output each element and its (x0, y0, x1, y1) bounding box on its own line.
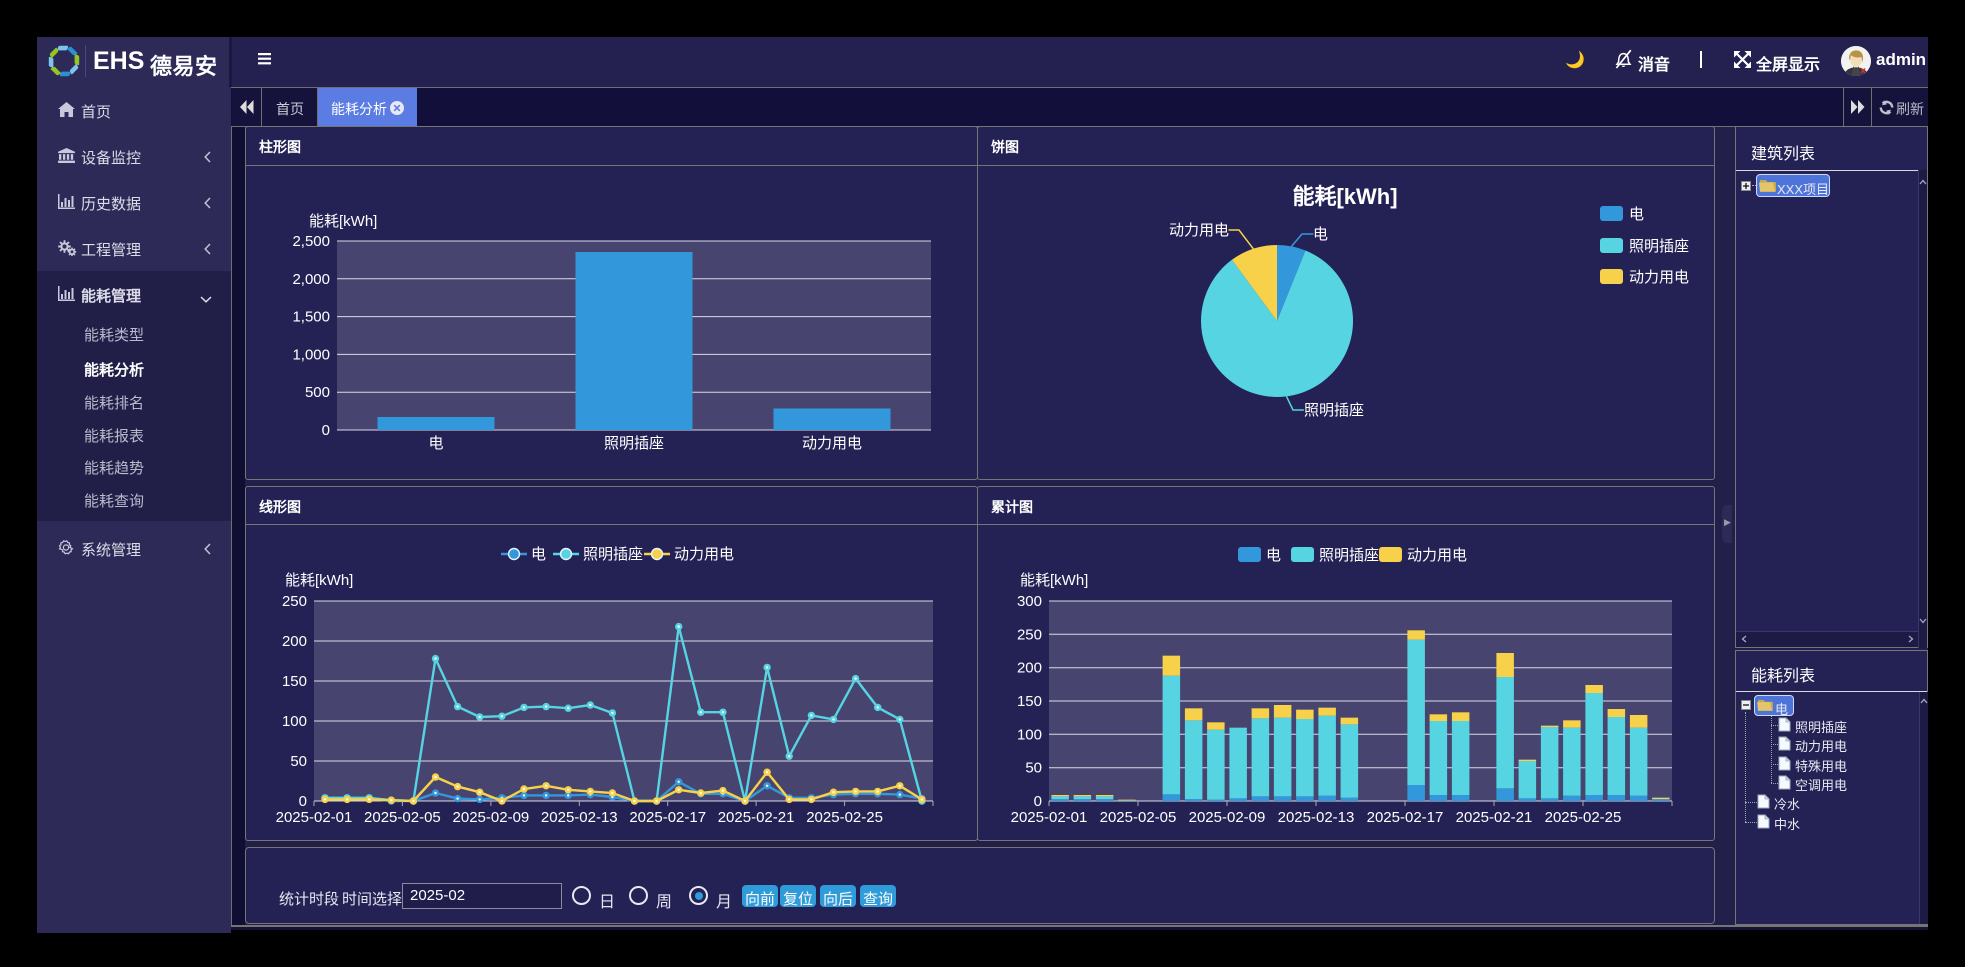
svg-text:0: 0 (322, 422, 330, 439)
svg-text:电: 电 (1266, 547, 1281, 564)
svg-text:能耗[kWh]: 能耗[kWh] (285, 572, 353, 589)
svg-text:动力用电: 动力用电 (1629, 269, 1689, 286)
svg-text:50: 50 (1025, 760, 1042, 777)
svg-text:50: 50 (290, 753, 307, 770)
svg-text:2,500: 2,500 (292, 233, 330, 250)
svg-text:动力用电: 动力用电 (1407, 547, 1467, 564)
svg-text:电: 电 (1629, 206, 1644, 223)
svg-text:150: 150 (1017, 693, 1042, 710)
svg-text:100: 100 (1017, 726, 1042, 743)
svg-text:电: 电 (1313, 226, 1328, 243)
svg-text:2025-02-05: 2025-02-05 (364, 809, 441, 826)
svg-text:2025-02-17: 2025-02-17 (629, 809, 706, 826)
svg-text:2025-02-25: 2025-02-25 (806, 809, 883, 826)
svg-text:500: 500 (305, 384, 330, 401)
svg-text:0: 0 (299, 793, 307, 810)
svg-text:2025-02-01: 2025-02-01 (276, 809, 353, 826)
svg-text:100: 100 (282, 713, 307, 730)
svg-text:1,000: 1,000 (292, 346, 330, 363)
svg-text:照明插座: 照明插座 (1304, 402, 1364, 419)
svg-text:2025-02-21: 2025-02-21 (718, 809, 795, 826)
svg-text:2025-02-09: 2025-02-09 (1189, 809, 1266, 826)
svg-text:电: 电 (531, 546, 546, 563)
svg-text:200: 200 (1017, 660, 1042, 677)
svg-text:电: 电 (428, 435, 443, 452)
svg-text:150: 150 (282, 673, 307, 690)
svg-text:动力用电: 动力用电 (674, 546, 734, 563)
svg-text:照明插座: 照明插座 (583, 546, 643, 563)
svg-text:2025-02-17: 2025-02-17 (1367, 809, 1444, 826)
svg-text:2025-02-25: 2025-02-25 (1545, 809, 1622, 826)
svg-text:0: 0 (1034, 793, 1042, 810)
svg-text:300: 300 (1017, 593, 1042, 610)
svg-text:250: 250 (282, 593, 307, 610)
svg-text:1,500: 1,500 (292, 309, 330, 326)
svg-text:照明插座: 照明插座 (1319, 547, 1379, 564)
svg-text:2025-02-13: 2025-02-13 (541, 809, 618, 826)
svg-text:能耗[kWh]: 能耗[kWh] (1020, 572, 1088, 589)
svg-text:200: 200 (282, 633, 307, 650)
svg-text:2025-02-13: 2025-02-13 (1278, 809, 1355, 826)
svg-text:照明插座: 照明插座 (604, 435, 664, 452)
svg-text:2025-02-09: 2025-02-09 (453, 809, 530, 826)
svg-text:能耗[kWh]: 能耗[kWh] (1292, 184, 1397, 209)
svg-text:能耗[kWh]: 能耗[kWh] (309, 213, 377, 230)
svg-text:2,000: 2,000 (292, 271, 330, 288)
svg-text:2025-02-05: 2025-02-05 (1100, 809, 1177, 826)
svg-text:动力用电: 动力用电 (802, 435, 862, 452)
svg-text:动力用电: 动力用电 (1169, 222, 1229, 239)
svg-text:2025-02-01: 2025-02-01 (1011, 809, 1088, 826)
svg-text:250: 250 (1017, 626, 1042, 643)
svg-text:照明插座: 照明插座 (1629, 238, 1689, 255)
svg-text:2025-02-21: 2025-02-21 (1456, 809, 1533, 826)
